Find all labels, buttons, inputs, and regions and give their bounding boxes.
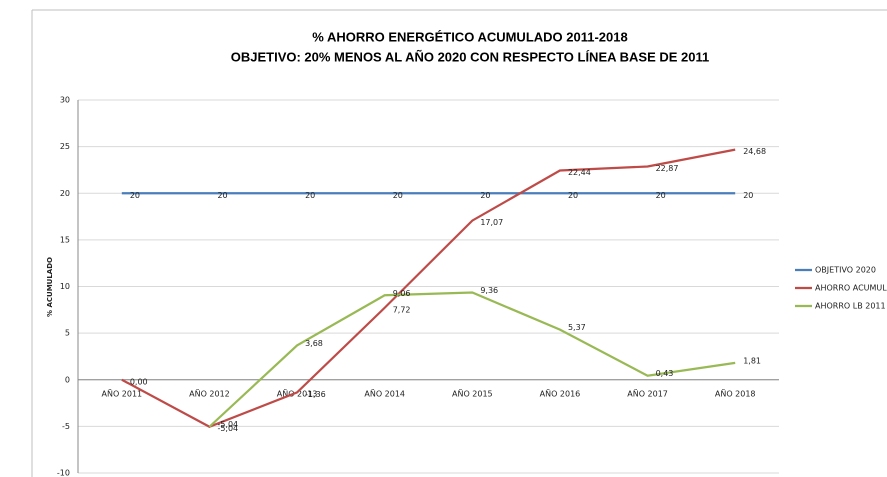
data-label: 9,06 xyxy=(393,289,411,298)
data-label: 24,68 xyxy=(743,147,766,156)
data-label: 20 xyxy=(393,191,403,200)
data-label: 3,68 xyxy=(305,339,323,348)
legend-label: AHORRO LB 2011 xyxy=(815,302,886,311)
data-label: -1,36 xyxy=(305,390,326,399)
data-label: 22,44 xyxy=(568,168,591,177)
data-label: 9,36 xyxy=(480,286,498,295)
data-label: 7,72 xyxy=(393,305,411,314)
data-label: 0,00 xyxy=(130,377,148,386)
data-label: 20 xyxy=(480,191,490,200)
series-line xyxy=(208,291,736,428)
data-label: 20 xyxy=(130,191,140,200)
chart-subtitle: OBJETIVO: 20% MENOS AL AÑO 2020 CON RESP… xyxy=(231,49,710,64)
x-tick-label: AÑO 2014 xyxy=(364,388,405,398)
y-axis-label: % ACUMULADO xyxy=(46,257,54,317)
data-label: 20 xyxy=(743,191,753,200)
data-label: -5,04 xyxy=(217,424,238,433)
data-label: 20 xyxy=(217,191,227,200)
data-label: 20 xyxy=(305,191,315,200)
x-tick-label: AÑO 2017 xyxy=(627,388,668,398)
y-tick-label: 0 xyxy=(65,375,70,384)
chart-title: % AHORRO ENERGÉTICO ACUMULADO 2011-2018 xyxy=(312,29,627,44)
legend-label: OBJETIVO 2020 xyxy=(815,266,876,275)
x-tick-label: AÑO 2016 xyxy=(540,388,581,398)
y-tick-label: 15 xyxy=(60,235,70,244)
series-line xyxy=(121,148,736,428)
data-label: 20 xyxy=(568,191,578,200)
x-tick-label: AÑO 2015 xyxy=(452,388,493,398)
y-tick-label: -5 xyxy=(62,422,70,431)
y-tick-label: 25 xyxy=(60,142,70,151)
y-tick-label: 20 xyxy=(60,189,70,198)
y-tick-label: 5 xyxy=(65,329,70,338)
x-tick-label: AÑO 2018 xyxy=(715,388,756,398)
x-tick-label: AÑO 2011 xyxy=(101,388,142,398)
legend-label: AHORRO ACUMULADO xyxy=(815,284,887,293)
data-label: 0,43 xyxy=(656,369,674,378)
data-label: 1,81 xyxy=(743,356,761,365)
data-label: 5,37 xyxy=(568,323,586,332)
y-tick-label: 10 xyxy=(60,282,70,291)
data-label: 20 xyxy=(656,191,666,200)
x-tick-label: AÑO 2012 xyxy=(189,388,230,398)
y-tick-label: 30 xyxy=(60,96,70,105)
data-label: 22,87 xyxy=(656,164,679,173)
y-tick-label: -10 xyxy=(57,469,70,477)
data-label: 17,07 xyxy=(480,218,503,227)
data-label: -5,04 xyxy=(217,420,238,429)
